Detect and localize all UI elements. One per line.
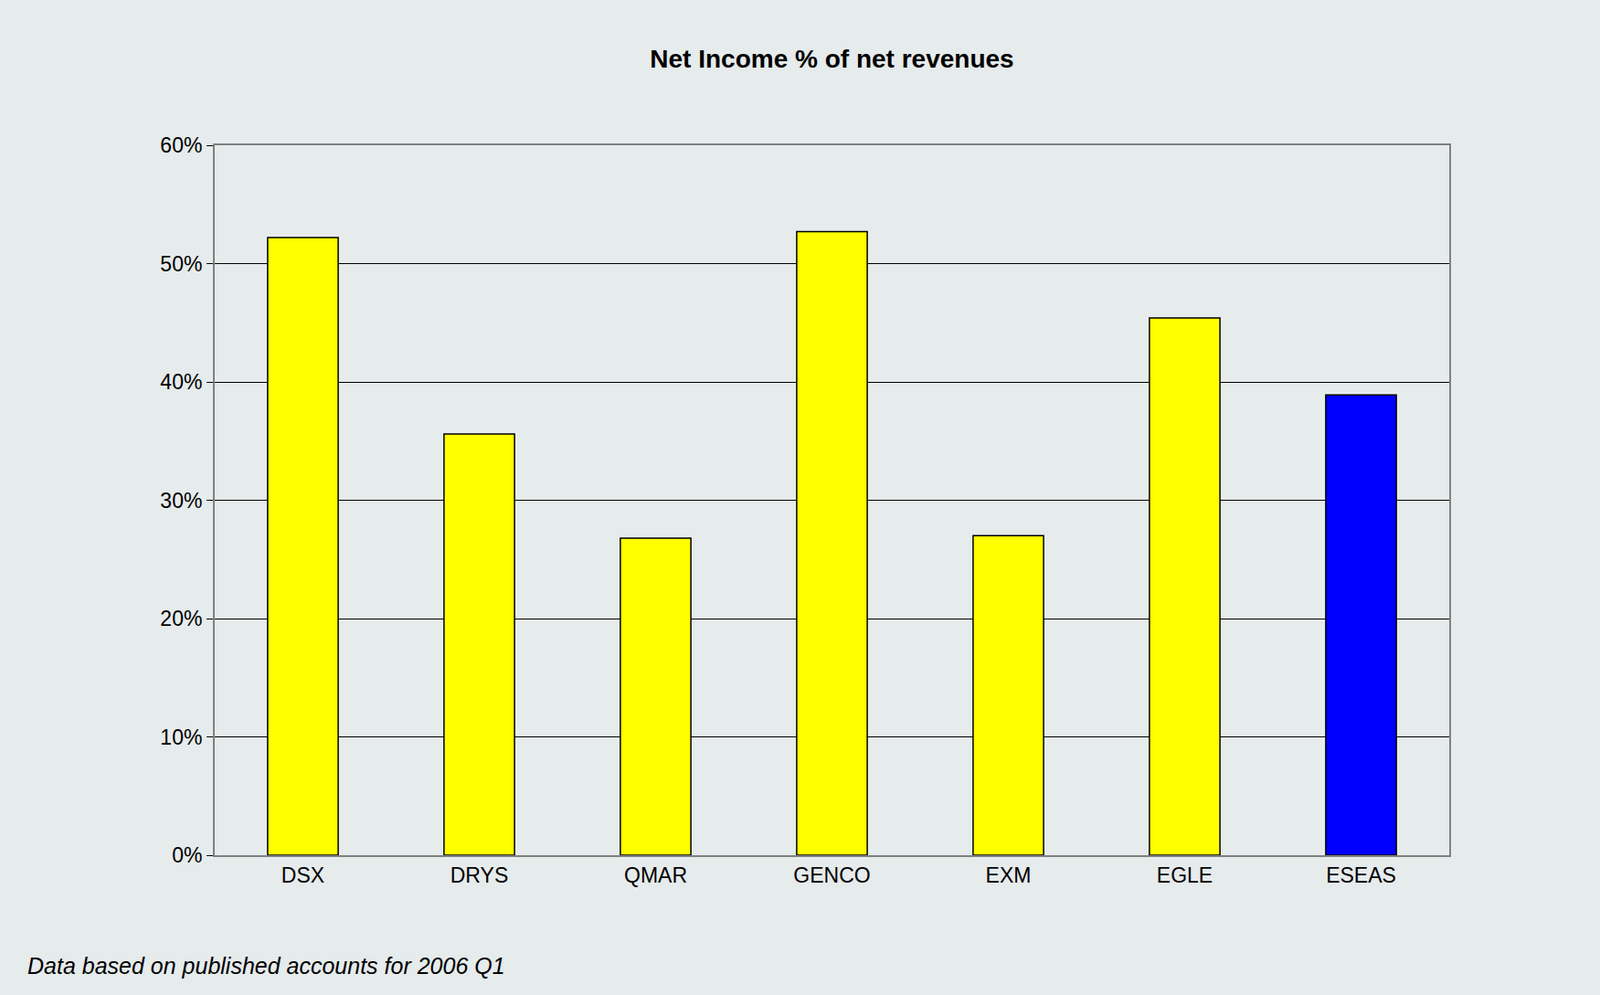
svg-text:Data based on published accoun: Data based on published accounts for 200… [27,953,506,979]
svg-text:QMAR: QMAR [624,863,688,888]
svg-text:DRYS: DRYS [450,863,509,888]
svg-text:0%: 0% [171,843,202,868]
svg-text:10%: 10% [159,725,202,750]
svg-text:ESEAS: ESEAS [1325,863,1397,888]
svg-text:30%: 30% [159,488,202,513]
svg-text:EXM: EXM [985,863,1032,888]
svg-text:60%: 60% [159,133,202,158]
svg-text:DSX: DSX [281,863,325,888]
svg-text:50%: 50% [159,252,202,276]
svg-text:EGLE: EGLE [1156,863,1213,888]
svg-text:Net Income % of net revenues: Net Income % of net revenues [649,44,1014,74]
svg-text:20%: 20% [159,606,202,631]
svg-text:40%: 40% [159,370,202,394]
svg-text:GENCO: GENCO [793,863,870,888]
